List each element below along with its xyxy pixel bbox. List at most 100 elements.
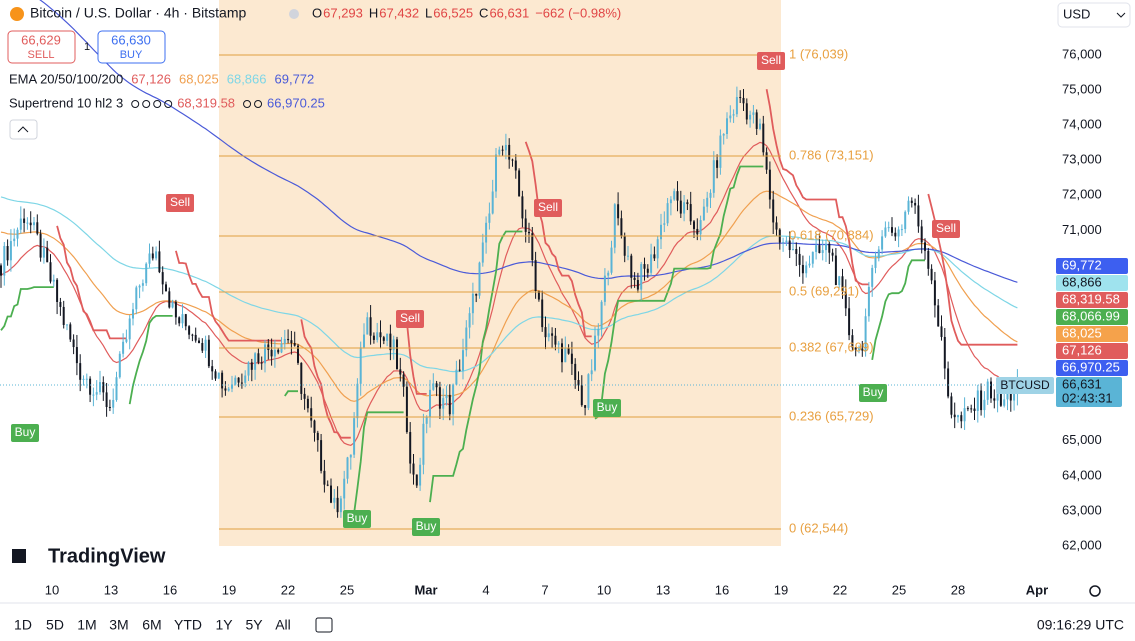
signal-badge [11, 424, 39, 442]
price-axis-label: 71,000 [1062, 222, 1102, 237]
candle-body [811, 251, 814, 264]
candle-body [349, 454, 352, 458]
date-axis-label: 7 [541, 582, 548, 597]
date-range-icon[interactable] [315, 617, 333, 633]
candle-body [617, 204, 620, 219]
candle-body [118, 353, 121, 378]
timeframe-button[interactable]: 1M [77, 617, 96, 633]
candle-body [610, 247, 613, 273]
collapse-button[interactable] [9, 119, 38, 140]
timeframe-button[interactable]: All [275, 617, 291, 633]
price-axis-label: 75,000 [1062, 82, 1102, 97]
indicator-name: EMA 20/50/100/200 [9, 71, 123, 86]
ohlc-letter: O [312, 5, 322, 20]
candle-body [739, 97, 742, 99]
fib-label: 0.5 (69,291) [789, 283, 859, 298]
candle-body [603, 275, 606, 302]
signal-label: Sell [936, 221, 956, 235]
candle-body [729, 115, 732, 119]
candle-body [105, 392, 108, 408]
timeframe-button[interactable]: 1D [14, 617, 32, 633]
price-tag-label: 68,025 [1062, 325, 1102, 340]
sell-button[interactable] [7, 30, 76, 64]
candle-body [128, 318, 131, 340]
candle-body [379, 332, 382, 338]
candle-body [16, 229, 19, 239]
last-price: 66,631 [1062, 376, 1102, 391]
settings-icon[interactable] [1089, 585, 1101, 597]
na-icon [142, 100, 151, 108]
fib-label: 0.786 (73,151) [789, 147, 874, 162]
candle-body [759, 123, 761, 129]
candle-body [749, 114, 752, 120]
timeframe-button[interactable]: 5D [46, 617, 64, 633]
candle-body [607, 272, 610, 276]
candle-body [818, 245, 821, 254]
price-tag-label: 69,772 [1062, 257, 1102, 272]
date-axis-label: Apr [1026, 582, 1048, 597]
candle-body [495, 154, 497, 192]
signal-label: Buy [15, 425, 36, 439]
timeframe-button[interactable]: 1Y [215, 617, 233, 633]
buy-button[interactable] [97, 30, 166, 64]
candle-body [237, 377, 240, 383]
timeframe-button[interactable]: YTD [174, 617, 202, 633]
timeframe-button[interactable]: 5Y [245, 617, 263, 633]
candle-body [735, 97, 738, 115]
ema-line [39, 0, 1018, 283]
candle-body [227, 388, 230, 391]
candle-body [630, 255, 633, 278]
candle-body [316, 432, 319, 441]
candle-body [620, 218, 623, 237]
price-tag-label: 66,970.25 [1062, 359, 1120, 374]
candle-body [488, 213, 491, 223]
candle-body [990, 381, 992, 399]
timeframe-button[interactable]: 6M [142, 617, 161, 633]
candle-body [112, 399, 115, 408]
candle-body [577, 379, 580, 386]
candle-body [646, 268, 649, 273]
candle-body [660, 224, 662, 240]
candle-body [366, 317, 369, 335]
price-tag [1056, 343, 1128, 359]
price-tag [1056, 275, 1128, 291]
candle-body [841, 276, 844, 292]
timeframe-button[interactable]: 3M [109, 617, 128, 633]
signal-label: Sell [400, 311, 420, 325]
candle-body [719, 135, 722, 168]
candle-body [613, 204, 616, 248]
supertrend-line [927, 193, 1018, 346]
candle-body [386, 333, 389, 341]
candle-body [445, 394, 448, 399]
candle-body [917, 205, 920, 227]
candle-body [854, 347, 857, 350]
candle-body [531, 233, 534, 261]
candle-body [689, 204, 692, 222]
candle-body [900, 229, 903, 231]
candle-body [475, 293, 478, 296]
candle-body [537, 291, 540, 300]
candle-body [326, 484, 329, 486]
price-tag [1056, 360, 1128, 376]
date-axis-label: 16 [163, 582, 177, 597]
candle-body [742, 97, 745, 104]
candle-body [580, 385, 583, 406]
currency-select[interactable] [1057, 2, 1131, 28]
candle-body [141, 283, 144, 286]
candle-body [831, 252, 834, 256]
date-axis-label: 10 [597, 582, 611, 597]
candle-body [541, 299, 544, 328]
candle-body [524, 218, 527, 232]
candle-body [716, 160, 719, 168]
candle-body [772, 199, 775, 223]
candle-body [521, 196, 524, 219]
candle-body [950, 396, 953, 415]
indicator-value: 68,025 [179, 71, 219, 86]
candle-body [600, 301, 603, 329]
candle-body [927, 250, 930, 269]
candle-body [960, 415, 963, 422]
candle-body [277, 349, 280, 353]
candle-body [62, 306, 65, 325]
candle-body [3, 246, 6, 276]
signal-label: Buy [863, 385, 884, 399]
